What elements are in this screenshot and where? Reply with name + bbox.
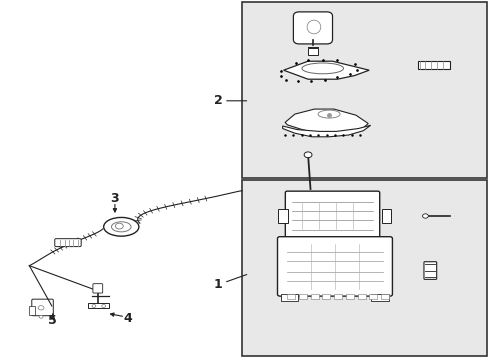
Circle shape: [92, 305, 96, 307]
Bar: [381, 209, 391, 223]
Bar: [322, 294, 330, 299]
Bar: [287, 294, 295, 299]
Ellipse shape: [302, 63, 343, 74]
Bar: [334, 294, 342, 299]
FancyBboxPatch shape: [285, 191, 379, 241]
Text: 4: 4: [123, 312, 132, 325]
Circle shape: [38, 306, 44, 310]
Bar: [371, 294, 387, 301]
Bar: [381, 294, 388, 299]
Polygon shape: [283, 61, 368, 79]
Bar: [310, 294, 318, 299]
Text: 5: 5: [48, 314, 57, 327]
Polygon shape: [285, 109, 367, 133]
FancyBboxPatch shape: [32, 299, 53, 316]
Circle shape: [39, 315, 43, 318]
FancyBboxPatch shape: [93, 284, 102, 293]
Bar: [88, 303, 108, 308]
Circle shape: [102, 305, 105, 307]
Polygon shape: [282, 125, 370, 137]
Text: 3: 3: [110, 192, 119, 204]
Bar: [369, 294, 377, 299]
FancyBboxPatch shape: [55, 239, 81, 247]
FancyBboxPatch shape: [277, 237, 391, 296]
FancyBboxPatch shape: [293, 12, 332, 44]
Circle shape: [422, 214, 427, 218]
Bar: [357, 294, 365, 299]
Text: 1: 1: [213, 278, 222, 291]
Ellipse shape: [111, 222, 131, 232]
Bar: [278, 209, 288, 223]
Bar: [242, 180, 486, 356]
Bar: [417, 61, 449, 69]
FancyBboxPatch shape: [423, 262, 436, 279]
Ellipse shape: [317, 110, 340, 118]
Bar: [280, 294, 298, 301]
Bar: [346, 294, 353, 299]
Ellipse shape: [103, 217, 139, 236]
Bar: [307, 48, 317, 55]
Circle shape: [115, 223, 123, 229]
Text: 2: 2: [213, 94, 222, 107]
Circle shape: [304, 152, 311, 158]
Ellipse shape: [306, 20, 320, 34]
Bar: [299, 294, 306, 299]
Bar: [29, 306, 35, 315]
Bar: [242, 2, 486, 178]
